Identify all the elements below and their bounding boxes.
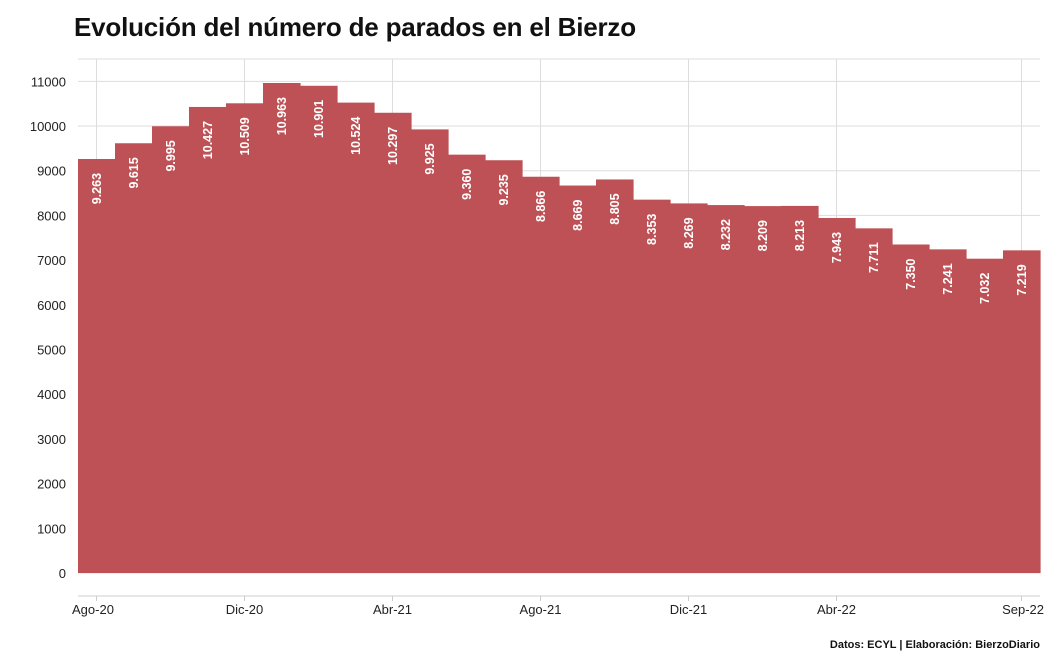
bar xyxy=(596,179,634,574)
y-tick-label: 6000 xyxy=(37,298,66,313)
x-tick-label: Dic-21 xyxy=(670,602,708,617)
bar xyxy=(485,160,523,573)
bar xyxy=(929,249,967,574)
bar xyxy=(744,206,782,573)
x-tick-label: Abr-22 xyxy=(817,602,856,617)
x-tick-label: Ago-21 xyxy=(520,602,562,617)
value-label: 9.235 xyxy=(497,174,511,205)
bar xyxy=(522,176,560,574)
value-label: 8.232 xyxy=(719,219,733,250)
bar xyxy=(855,228,893,574)
bar xyxy=(670,203,708,573)
bars xyxy=(78,83,1041,574)
value-label: 8.669 xyxy=(571,199,585,230)
value-labels: 9.263 9.615 9.995 10.427 10.509 10.963 10.901 1… xyxy=(90,97,1029,304)
value-label: 9.263 xyxy=(90,173,104,204)
bar xyxy=(152,126,190,573)
y-tick-label: 2000 xyxy=(37,477,66,492)
value-label: 10.524 xyxy=(349,117,363,155)
y-tick-label: 10000 xyxy=(30,119,66,134)
value-label: 7.350 xyxy=(904,258,918,289)
value-label: 9.360 xyxy=(460,169,474,200)
value-label: 9.615 xyxy=(127,157,141,188)
bar xyxy=(966,258,1004,573)
y-tick-label: 9000 xyxy=(37,164,66,179)
bar xyxy=(818,217,856,574)
bar xyxy=(1003,250,1041,573)
value-label: 8.269 xyxy=(682,217,696,248)
value-label: 7.711 xyxy=(867,242,881,273)
value-label: 8.805 xyxy=(608,193,622,224)
value-label: 9.995 xyxy=(164,140,178,171)
y-tick-label: 3000 xyxy=(37,432,66,447)
bar xyxy=(300,85,338,573)
bar xyxy=(189,106,227,573)
value-label: 10.297 xyxy=(386,127,400,165)
y-tick-label: 5000 xyxy=(37,343,66,358)
bar xyxy=(781,205,819,573)
value-label: 10.427 xyxy=(201,121,215,159)
value-label: 8.213 xyxy=(793,220,807,251)
value-label: 10.509 xyxy=(238,117,252,155)
y-tick-label: 11000 xyxy=(31,74,66,89)
bar xyxy=(633,199,671,573)
bar xyxy=(226,103,264,573)
bar xyxy=(374,112,412,574)
value-label: 9.925 xyxy=(423,143,437,174)
value-label: 8.209 xyxy=(756,220,770,251)
bar xyxy=(707,205,745,574)
value-label: 10.963 xyxy=(275,97,289,135)
x-tick-label: Ago-20 xyxy=(72,602,114,617)
y-tick-label: 0 xyxy=(59,566,66,581)
bar xyxy=(115,143,153,574)
y-tick-label: 7000 xyxy=(37,253,66,268)
x-tick-label: Sep-22 xyxy=(1002,602,1044,617)
value-label: 7.943 xyxy=(830,232,844,263)
y-tick-label: 8000 xyxy=(37,208,66,223)
value-label: 8.866 xyxy=(534,191,548,222)
value-label: 7.241 xyxy=(941,263,955,294)
x-tick-label: Dic-20 xyxy=(226,602,264,617)
bar xyxy=(559,185,597,573)
value-label: 7.032 xyxy=(978,273,992,304)
bar xyxy=(337,102,375,573)
source-credit: Datos: ECYL | Elaboración: BierzoDiario xyxy=(829,639,1040,651)
bar xyxy=(263,83,301,574)
bar xyxy=(448,154,486,574)
bar xyxy=(411,129,449,574)
y-axis: 0 1000 2000 3000 4000 5000 6000 7000 8000 9000 100… xyxy=(30,74,66,581)
bar xyxy=(892,244,930,574)
x-axis: Ago-20 Dic-20 Abr-21 Ago-21 Dic-21 Abr-22 Sep-… xyxy=(72,595,1044,617)
value-label: 8.353 xyxy=(645,214,659,245)
y-tick-label: 4000 xyxy=(37,387,66,402)
x-tick-label: Abr-21 xyxy=(373,602,412,617)
value-label: 7.219 xyxy=(1015,264,1029,295)
y-tick-label: 1000 xyxy=(37,521,66,536)
chart-title: Evolución del número de parados en el Bi… xyxy=(74,12,636,42)
value-label: 10.901 xyxy=(312,100,326,138)
bar xyxy=(78,158,116,573)
